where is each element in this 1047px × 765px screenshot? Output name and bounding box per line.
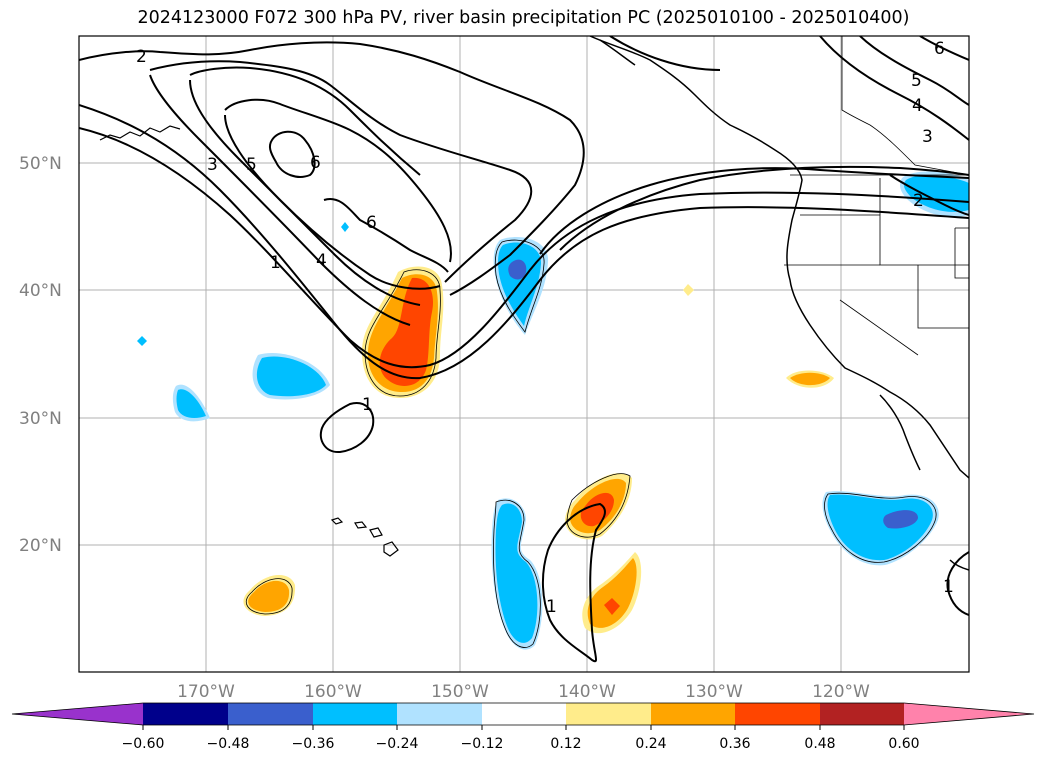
lat-label: 40°N bbox=[19, 281, 62, 301]
contour-label: 4 bbox=[316, 251, 327, 271]
colorbar-bin bbox=[820, 703, 904, 725]
colorbar-tick-label: −0.36 bbox=[292, 736, 335, 752]
contour-label: 6 bbox=[366, 213, 377, 233]
colorbar-tick-label: −0.60 bbox=[122, 736, 165, 752]
contour-label: 6 bbox=[310, 153, 321, 173]
contour-label: 1 bbox=[362, 395, 373, 415]
colorbar-tick-label: 0.36 bbox=[719, 736, 750, 752]
colorbar-bin bbox=[651, 703, 735, 725]
contour-label: 5 bbox=[911, 71, 922, 91]
contour-label: 6 bbox=[934, 39, 945, 59]
colorbar-bin bbox=[313, 703, 397, 725]
contour-label: 1 bbox=[546, 597, 557, 617]
colorbar-tick-label: −0.24 bbox=[376, 736, 419, 752]
colorbar: −0.60 −0.48 −0.36 −0.24 −0.12 0.12 0.24 … bbox=[11, 702, 1035, 752]
map-frame bbox=[78, 35, 970, 673]
contour-label: 2 bbox=[136, 47, 147, 67]
colorbar-extend-low bbox=[12, 703, 143, 725]
lon-label: 120°W bbox=[812, 682, 870, 702]
colorbar-extend-high bbox=[904, 703, 1034, 725]
colorbar-tick-label: −0.12 bbox=[461, 736, 504, 752]
colorbar-tick-label: 0.48 bbox=[804, 736, 835, 752]
lat-label: 20°N bbox=[19, 536, 62, 556]
pv-contours bbox=[79, 36, 969, 663]
shading-outlines bbox=[245, 239, 937, 648]
islands bbox=[330, 517, 399, 557]
colorbar-tick-label: −0.48 bbox=[207, 736, 250, 752]
contour-label: 1 bbox=[943, 577, 954, 597]
lon-label: 160°W bbox=[304, 682, 362, 702]
lon-label: 170°W bbox=[177, 682, 235, 702]
contour-label: 3 bbox=[922, 127, 933, 147]
colorbar-bin bbox=[735, 703, 820, 725]
colorbar-bin bbox=[482, 703, 566, 725]
latitude-labels: 50°N 40°N 30°N 20°N bbox=[19, 154, 62, 556]
contour-label: 4 bbox=[912, 96, 923, 116]
longitude-labels: 170°W 160°W 150°W 140°W 130°W 120°W bbox=[177, 682, 870, 702]
colorbar-bin bbox=[228, 703, 313, 725]
contour-labels: 2 3 5 6 1 4 6 1 1 6 5 4 3 2 1 bbox=[136, 39, 954, 617]
contour-label: 2 bbox=[913, 191, 924, 211]
contour-label: 5 bbox=[246, 155, 257, 175]
colorbar-tick-label: 0.60 bbox=[888, 736, 919, 752]
state-borders bbox=[784, 36, 969, 356]
colorbar-bin bbox=[143, 703, 228, 725]
plot-title: 2024123000 F072 300 hPa PV, river basin … bbox=[137, 8, 910, 28]
colorbar-tick-label: 0.24 bbox=[635, 736, 666, 752]
lon-label: 130°W bbox=[685, 682, 743, 702]
contour-label: 3 bbox=[207, 155, 218, 175]
colorbar-bin bbox=[566, 703, 651, 725]
lat-label: 30°N bbox=[19, 409, 62, 429]
lon-label: 150°W bbox=[431, 682, 489, 702]
colorbar-bin bbox=[397, 703, 482, 725]
lat-label: 50°N bbox=[19, 154, 62, 174]
contour-label: 1 bbox=[270, 253, 281, 273]
colorbar-tick-label: 0.12 bbox=[550, 736, 581, 752]
coastlines bbox=[99, 36, 969, 571]
precip-shading bbox=[137, 171, 969, 650]
lon-label: 140°W bbox=[558, 682, 616, 702]
